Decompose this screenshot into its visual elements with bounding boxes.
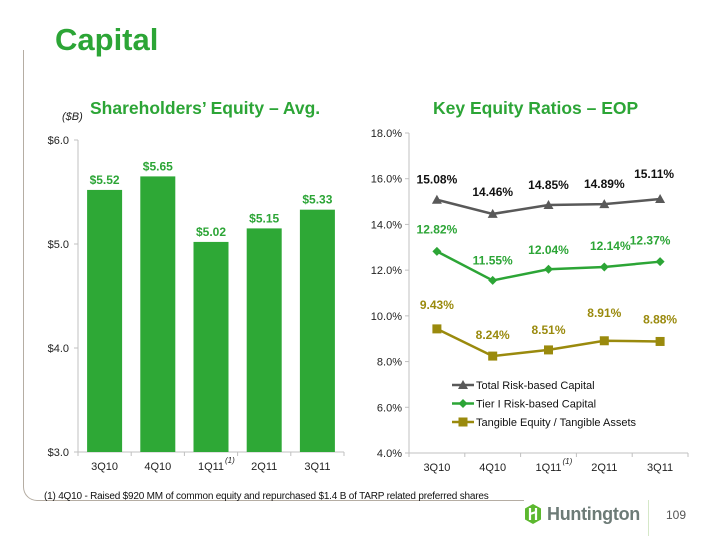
bar-chart-unit-label: ($B): [62, 111, 83, 123]
line-series-total-risk-based-capital: 15.08% 14.46% 14.85% 14.89% 15.11%: [417, 167, 674, 218]
bar-data-label: $5.33: [302, 193, 332, 207]
line-data-label: 12.14%: [590, 239, 631, 253]
series-marker: [655, 194, 666, 204]
bar: [246, 228, 282, 452]
huntington-logo: Huntington: [523, 503, 640, 525]
huntington-logo-icon: [525, 504, 541, 524]
bar-y-tick-label: $4.0: [48, 343, 69, 355]
bar-data-label: $5.15: [249, 211, 279, 225]
line-data-label: 12.82%: [417, 222, 458, 236]
line-y-tick-label: 14.0%: [371, 219, 402, 231]
slide-title: Capital: [55, 22, 159, 57]
page-divider: [648, 500, 649, 536]
bar-y-tick-label: $5.0: [48, 239, 69, 251]
series-marker: [543, 200, 554, 209]
line-y-tick-label: 18.0%: [371, 128, 402, 140]
legend-item: Tier I Risk-based Capital: [452, 399, 596, 411]
line-y-tick-label: 16.0%: [371, 174, 402, 186]
legend-label: Total Risk-based Capital: [476, 380, 595, 392]
line-data-label: 9.43%: [420, 298, 454, 312]
line-data-label: 8.51%: [531, 323, 565, 337]
bar-data-label: $5.65: [143, 159, 173, 173]
logo-wordmark: Huntington: [547, 503, 640, 524]
bar-data-label: $5.02: [196, 225, 226, 239]
line-y-tick-label: 8.0%: [377, 357, 402, 369]
series-marker: [487, 208, 498, 218]
bar-y-tick-label: $6.0: [48, 135, 69, 147]
bar: [299, 209, 335, 452]
bar-chart-title: Shareholders’ Equity – Avg.: [90, 98, 321, 118]
line-series-tangible-equity-tangible-assets: 9.43% 8.24% 8.51% 8.91% 8.88%: [420, 298, 677, 361]
series-marker: [599, 262, 609, 272]
line-data-label: 8.91%: [587, 306, 621, 320]
line-x-tick-label: 1Q11: [535, 462, 561, 474]
series-marker: [655, 257, 665, 267]
line-data-label: 12.04%: [528, 243, 569, 257]
bar-x-tick-label: 4Q10: [144, 461, 171, 473]
line-data-label: 8.24%: [476, 328, 510, 342]
legend-item: Tangible Equity / Tangible Assets: [452, 417, 637, 429]
line-data-label: 12.37%: [630, 234, 671, 248]
line-data-label: 14.89%: [584, 177, 625, 191]
series-marker: [544, 264, 553, 274]
bar-x-footnote-marker: (1): [225, 456, 235, 465]
line-data-label: 15.08%: [417, 173, 458, 187]
line-x-tick-label: 3Q11: [647, 462, 673, 474]
series-marker: [432, 246, 442, 256]
line-x-tick-label: 2Q11: [591, 462, 617, 474]
line-chart-title: Key Equity Ratios – EOP: [433, 98, 639, 118]
page-number: 109: [666, 508, 687, 522]
series-marker: [599, 199, 610, 209]
series-marker: [655, 336, 665, 346]
line-data-label: 8.88%: [643, 312, 677, 326]
legend-swatch-marker: [458, 399, 468, 408]
legend-swatch-marker: [458, 380, 468, 389]
line-series-tier-i-risk-based-capital: 12.82% 11.55% 12.04% 12.14% 12.37%: [417, 222, 671, 285]
bar-x-tick-label: 3Q11: [304, 461, 330, 473]
footnote: (1) 4Q10 - Raised $920 MM of common equi…: [44, 491, 489, 502]
series-marker: [544, 345, 553, 355]
bar: [87, 189, 123, 453]
bar: [193, 241, 229, 452]
legend-item: Total Risk-based Capital: [452, 380, 595, 392]
legend-label: Tangible Equity / Tangible Assets: [476, 417, 637, 429]
line-y-tick-label: 6.0%: [377, 402, 402, 414]
series-marker: [599, 336, 609, 346]
line-x-tick-label: 3Q10: [423, 462, 450, 474]
legend-swatch-marker: [458, 417, 468, 427]
line-data-label: 14.85%: [528, 178, 569, 192]
bar-x-tick-label: 3Q10: [91, 461, 118, 473]
series-marker: [431, 194, 442, 204]
bar-x-tick-label: 2Q11: [251, 461, 277, 473]
line-y-tick-label: 4.0%: [377, 448, 402, 460]
bar-x-tick-label: 1Q11: [198, 461, 224, 473]
line-x-tick-label: 4Q10: [479, 462, 506, 474]
bar-data-label: $5.52: [90, 173, 120, 187]
line-data-label: 11.55%: [473, 253, 513, 267]
line-data-label: 15.11%: [634, 167, 674, 181]
series-marker: [488, 351, 498, 361]
line-x-footnote-marker: (1): [563, 457, 573, 466]
line-legend: Total Risk-based Capital Tier I Risk-base…: [452, 380, 637, 429]
series-marker: [488, 275, 498, 285]
legend-label: Tier I Risk-based Capital: [476, 399, 596, 411]
line-data-label: 14.46%: [472, 185, 513, 199]
series-marker: [432, 324, 442, 334]
line-y-tick-label: 12.0%: [371, 265, 402, 277]
slide-frame: [23, 50, 524, 501]
bar-y-tick-label: $3.0: [48, 447, 69, 459]
bar: [140, 176, 176, 452]
line-y-tick-label: 10.0%: [371, 311, 402, 323]
